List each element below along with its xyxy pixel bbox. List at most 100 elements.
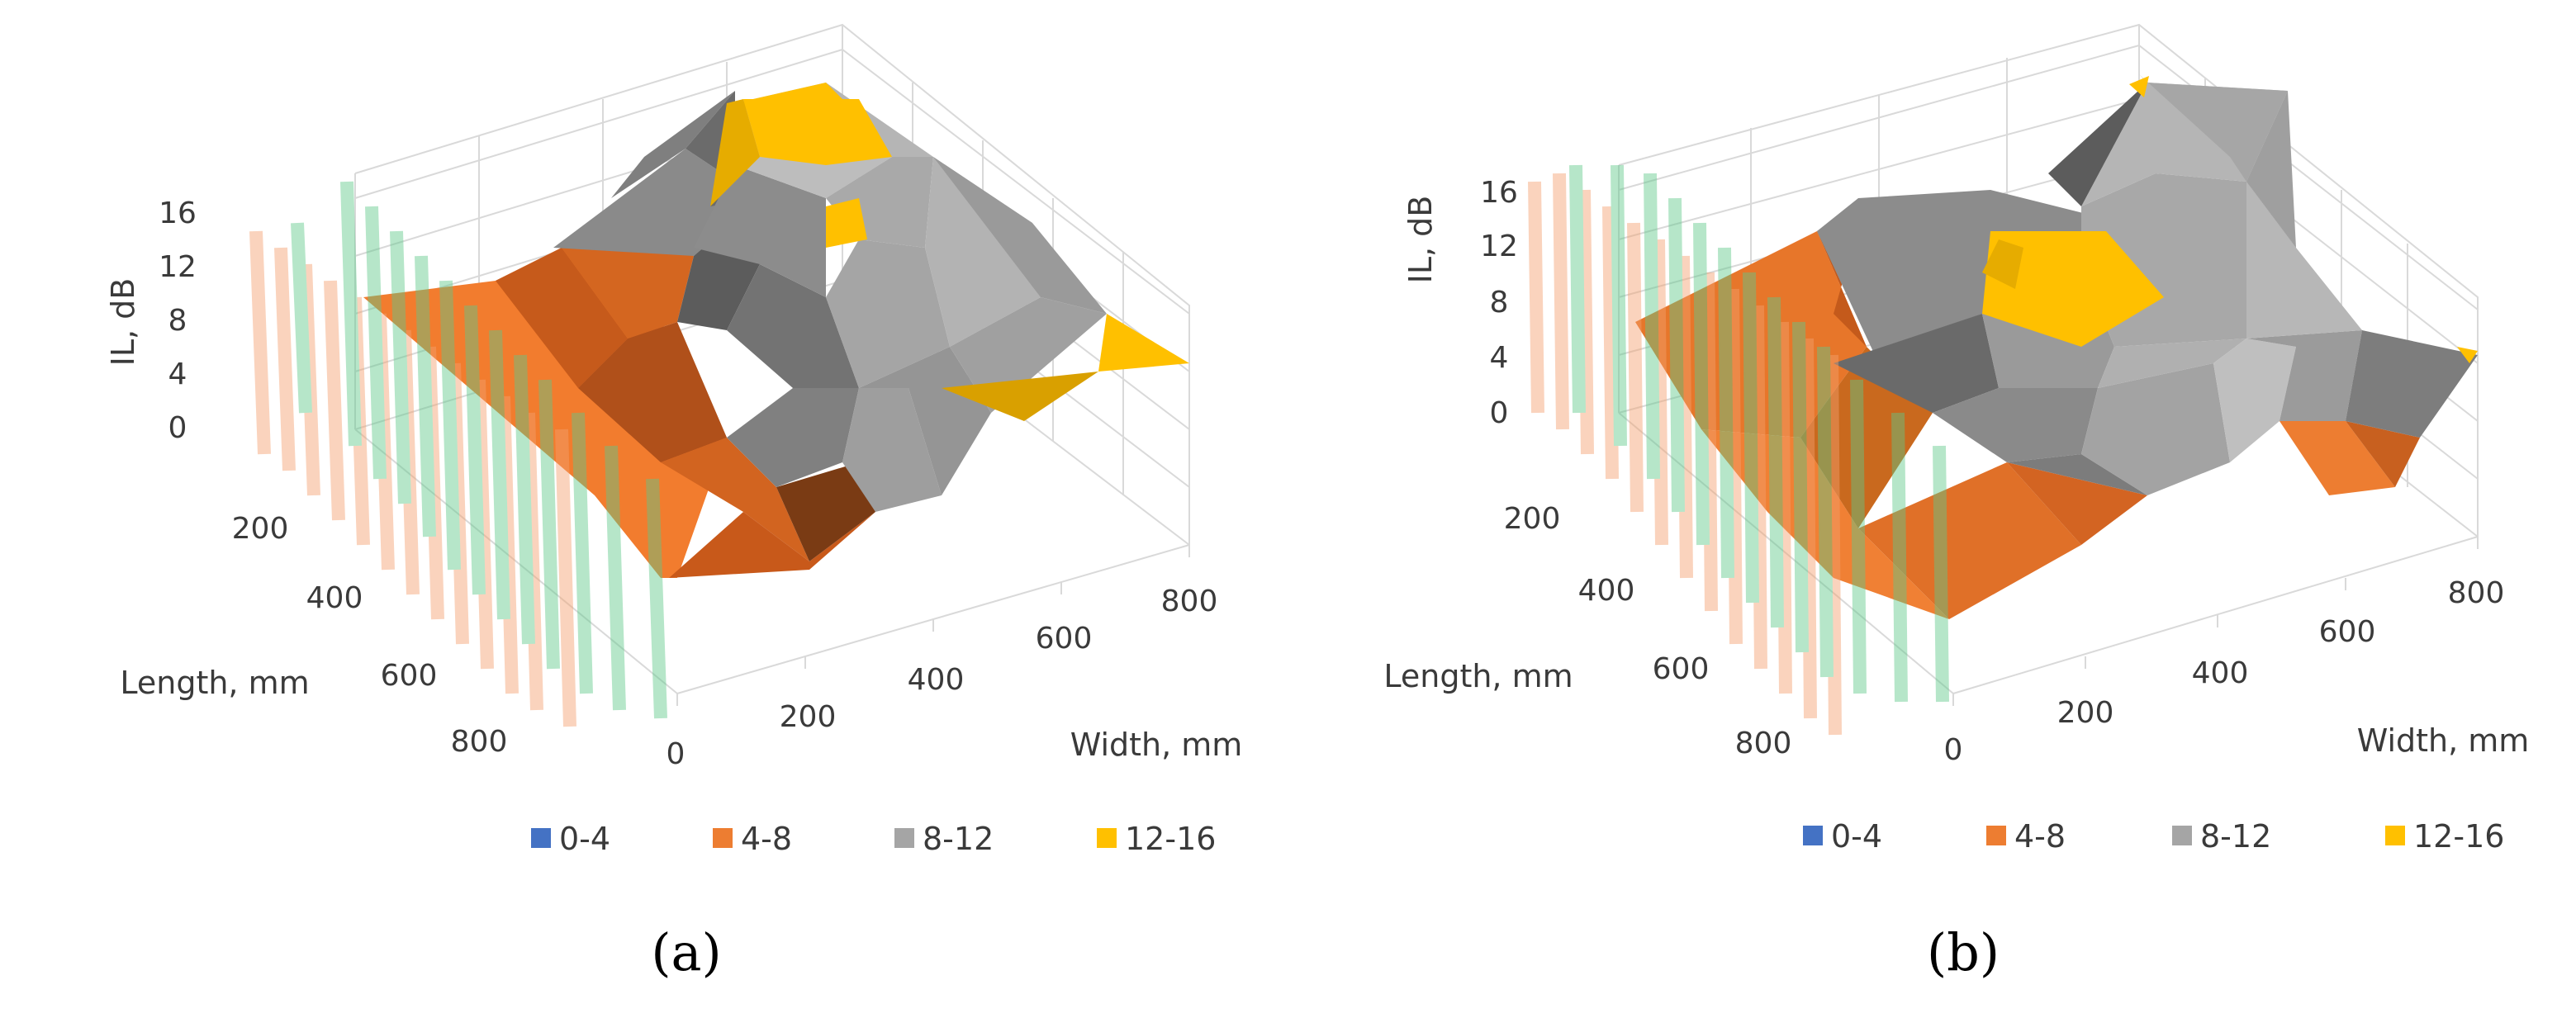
legend-swatch [2172, 826, 2192, 845]
bar [538, 379, 560, 670]
z-tick: 12 [159, 250, 197, 284]
bar [1644, 173, 1660, 480]
surface-patch [1635, 231, 1867, 438]
surface-patch [578, 322, 727, 462]
bar [1726, 288, 1743, 645]
surface-patch [933, 157, 1107, 314]
bar [299, 263, 320, 496]
bar [324, 280, 345, 521]
z-tick: 8 [168, 304, 187, 338]
length-tick: 200 [1504, 502, 1561, 536]
bar [365, 206, 387, 480]
z-axis-title: IL, dB [105, 278, 141, 367]
surface-patch [1858, 462, 2081, 619]
bar [439, 280, 461, 571]
surface-patch [2457, 347, 2478, 363]
surface-patch [611, 91, 735, 198]
panel-label-b: (b) [1927, 922, 2000, 982]
bar [274, 247, 296, 471]
surface-patch [1098, 314, 1189, 372]
width-axis-title: Width, mm [2357, 722, 2530, 759]
surface-patch [2279, 421, 2395, 495]
length-tick: 600 [1653, 652, 1710, 686]
bar [472, 379, 494, 670]
bar [1792, 321, 1809, 653]
surface-patch [2246, 182, 2362, 339]
surface-patch [743, 99, 892, 165]
surface-patch [925, 157, 1041, 347]
panel-a-surface [363, 83, 1189, 578]
width-tick: 200 [2057, 696, 2114, 730]
z-tick: 4 [168, 357, 187, 391]
length-axis-title: Length, mm [1383, 658, 1573, 694]
width-axis-title: Width, mm [1070, 727, 1243, 763]
width-tick: 0 [667, 737, 686, 771]
z-tick: 12 [1480, 230, 1518, 263]
panel-b-length-bars [1528, 164, 1949, 736]
bar [1611, 164, 1627, 447]
bar [1767, 296, 1784, 628]
surface-patch [2346, 421, 2420, 487]
bar [423, 346, 444, 620]
z-tick: 4 [1490, 341, 1509, 375]
bar [448, 362, 469, 645]
legend-label: 12-16 [2413, 818, 2504, 855]
width-tick: 200 [780, 700, 837, 734]
legend-a: 0-4 4-8 8-12 12-16 [531, 821, 1216, 857]
z-tick: 0 [168, 411, 187, 445]
legend-swatch [1986, 826, 2006, 845]
legend-label: 0-4 [559, 821, 610, 857]
surface-patch [661, 438, 809, 561]
surface-patch [1701, 429, 1949, 619]
legend-swatch [1097, 828, 1117, 848]
bar [291, 222, 312, 414]
bar [1528, 181, 1544, 414]
bar [349, 296, 370, 546]
panel-a-length-bars [249, 181, 667, 727]
legend-label: 4-8 [2014, 818, 2066, 855]
panel-label-a: (a) [651, 922, 721, 982]
bar [497, 395, 519, 694]
bar [1677, 255, 1693, 579]
legend-label: 8-12 [2200, 818, 2271, 855]
surface-patch [859, 347, 991, 495]
surface-patch [1933, 388, 2098, 462]
bar [572, 412, 593, 694]
surface-patch [1982, 231, 2164, 347]
bar [1652, 239, 1668, 546]
surface-patch [710, 99, 760, 206]
surface-patch [842, 388, 942, 512]
surface-patch [1834, 314, 1999, 413]
width-tick: 800 [1161, 585, 1218, 618]
surface-patch [2346, 330, 2478, 438]
bar [390, 230, 411, 504]
bar [1553, 173, 1569, 430]
legend-b: 0-4 4-8 8-12 12-16 [1803, 818, 2504, 855]
surface-patch [2246, 330, 2362, 421]
width-tick: 800 [2448, 576, 2505, 610]
legend-label: 12-16 [1125, 821, 1216, 857]
bar [1627, 222, 1644, 513]
bar [1800, 338, 1817, 719]
bar [1743, 272, 1759, 604]
surface-patch [1982, 239, 2023, 289]
width-tick: 600 [1036, 622, 1093, 656]
legend-swatch [531, 828, 551, 848]
bar [1569, 164, 1586, 414]
surface-patch [727, 388, 859, 487]
legend-swatch [894, 828, 914, 848]
bar [1602, 206, 1619, 480]
bar [1933, 445, 1949, 703]
length-axis-title: Length, mm [120, 665, 309, 701]
bar [415, 255, 436, 537]
surface-patch [2098, 339, 2246, 388]
surface-patch [2081, 363, 2230, 495]
surface-patch [2007, 462, 2147, 545]
surface-patch [669, 512, 875, 578]
bar [373, 313, 395, 571]
bar [1701, 272, 1718, 612]
surface-patch [826, 198, 867, 248]
bar [464, 305, 486, 595]
panel-b: 16 12 8 4 0 IL, dB 200 400 600 800 Lengt… [1383, 23, 2530, 982]
length-tick: 800 [1735, 727, 1792, 760]
